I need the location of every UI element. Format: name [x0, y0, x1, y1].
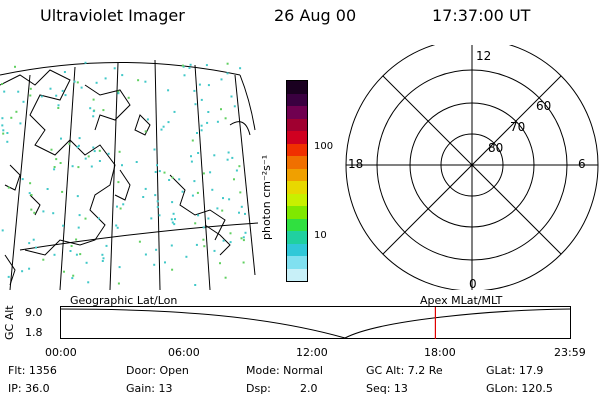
time-tick-0000: 00:00 — [45, 346, 77, 359]
time-tick-0600: 06:00 — [168, 346, 200, 359]
colorbar-segment — [287, 231, 307, 244]
ip-value: IP: 36.0 — [8, 382, 50, 395]
colorbar-tick-100: 100 — [314, 141, 334, 152]
time-tick-1800: 18:00 — [424, 346, 456, 359]
lat-label-60: 60 — [536, 99, 551, 113]
geographic-caption: Geographic Lat/Lon — [70, 294, 178, 307]
geographic-map-image — [0, 59, 259, 290]
gc-alt-axis-label: GC Alt — [3, 305, 16, 340]
mlt-label-0: 0 — [469, 277, 477, 290]
seq-value: Seq: 13 — [366, 382, 408, 395]
colorbar-segment — [287, 156, 307, 169]
mlt-label-6: 6 — [578, 157, 586, 171]
colorbar-segment — [287, 93, 307, 106]
colorbar-segment — [287, 106, 307, 119]
instrument-title: Ultraviolet Imager — [40, 6, 185, 25]
colorbar-segment — [287, 256, 307, 269]
colorbar-segment — [287, 118, 307, 131]
gain-value: Gain: 13 — [126, 382, 173, 395]
colorbar — [286, 80, 308, 282]
colorbar-segment — [287, 81, 307, 94]
colorbar-segment — [287, 168, 307, 181]
colorbar-segment — [287, 193, 307, 206]
mode-value: Mode: Normal — [246, 364, 323, 377]
mlt-label-18: 18 — [348, 157, 363, 171]
time-tick-2359: 23:59 — [554, 346, 586, 359]
alt-tick-high: 9.0 — [25, 306, 43, 319]
time-label: 17:37:00 UT — [432, 6, 531, 25]
time-tick-1200: 12:00 — [296, 346, 328, 359]
colorbar-segment — [287, 243, 307, 256]
colorbar-tick-10: 10 — [314, 230, 327, 241]
glat-value: GLat: 17.9 — [486, 364, 544, 377]
colorbar-segment — [287, 181, 307, 194]
colorbar-segment — [287, 218, 307, 231]
lat-label-70: 70 — [510, 120, 525, 134]
dsp-value: 2.0 — [300, 382, 318, 395]
door-status: Door: Open — [126, 364, 189, 377]
glon-value: GLon: 120.5 — [486, 382, 553, 395]
lat-label-80: 80 — [488, 141, 503, 155]
apex-caption: Apex MLat/MLT — [420, 294, 503, 307]
colorbar-segment — [287, 268, 307, 281]
gc-alt-value: GC Alt: 7.2 Re — [366, 364, 443, 377]
flight-number: Flt: 1356 — [8, 364, 57, 377]
colorbar-segment — [287, 206, 307, 219]
colorbar-unit-label: photon cm⁻²s⁻¹ — [260, 154, 273, 240]
date-label: 26 Aug 00 — [274, 6, 357, 25]
colorbar-segment — [287, 131, 307, 144]
polar-mlt-plot: 12 18 6 0 60 70 80 — [345, 45, 599, 290]
altitude-plot — [60, 306, 572, 339]
alt-tick-low: 1.8 — [25, 326, 43, 339]
dsp-label: Dsp: — [246, 382, 271, 395]
mlt-label-12: 12 — [476, 49, 491, 63]
colorbar-segment — [287, 143, 307, 156]
